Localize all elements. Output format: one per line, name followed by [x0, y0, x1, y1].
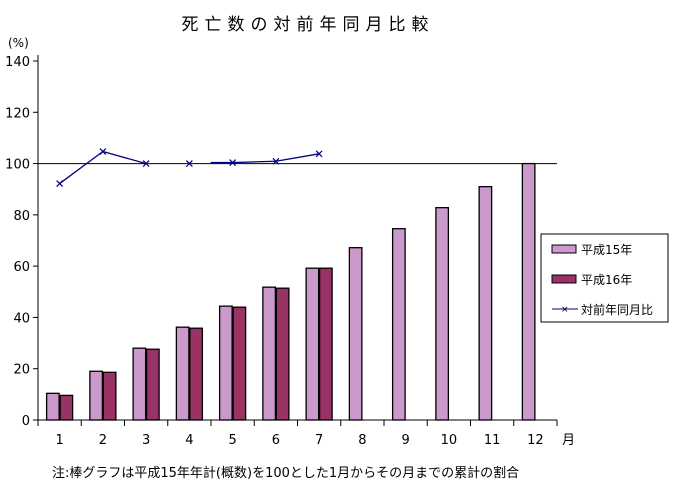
x-tick-label: 12: [527, 433, 544, 448]
bar-h15-5: [218, 305, 233, 421]
bar-h15-1: [45, 392, 60, 421]
x-tick-label: 7: [315, 433, 323, 448]
y-tick-label: 80: [13, 209, 30, 224]
bar-h15-9: [391, 228, 406, 421]
legend-label-h15: 平成15年: [581, 243, 632, 257]
x-tick-label: 5: [228, 433, 236, 448]
y-tick-label: 0: [22, 414, 30, 429]
bar-h16-3: [145, 348, 160, 421]
y-tick-label: 100: [5, 158, 30, 173]
bar-h15-12: [521, 162, 536, 421]
bar-h16-1: [59, 394, 74, 421]
bar-h15-11: [478, 185, 493, 421]
x-tick-label: 11: [484, 433, 501, 448]
bar-h16-4: [189, 327, 204, 421]
legend-swatch-h15: [551, 244, 577, 254]
y-tick-label: 60: [13, 260, 30, 275]
bar-h16-7: [318, 267, 333, 421]
y-tick-label: 140: [5, 55, 30, 70]
y-axis-label: (%): [8, 36, 29, 50]
x-tick-label: 10: [441, 433, 458, 448]
legend-marker-ratio: ×: [561, 305, 569, 315]
bar-h15-4: [175, 326, 190, 421]
ratio-marker-1: [56, 180, 64, 187]
x-tick-label: 2: [99, 433, 107, 448]
ratio-marker-7: [315, 150, 323, 158]
bar-h15-7: [305, 267, 320, 421]
legend-label-ratio: 対前年同月比: [581, 302, 653, 317]
legend: 平成15年 平成16年 × 対前年同月比: [540, 233, 669, 323]
y-tick-label: 20: [13, 363, 30, 378]
bar-h15-2: [89, 370, 104, 421]
y-tick-label: 40: [13, 311, 30, 326]
x-tick-label: 9: [401, 433, 409, 448]
x-tick-label: 6: [272, 433, 280, 448]
bar-h16-5: [232, 306, 247, 421]
x-axis-unit: 月: [562, 433, 575, 448]
ratio-line-segment: [59, 150, 104, 185]
x-tick-label: 1: [55, 433, 63, 448]
ratio-line-segment: [232, 160, 276, 164]
ratio-marker-5: [229, 159, 237, 166]
ratio-marker-4: [185, 160, 193, 167]
chart-title: 死亡数の対前年同月比較: [182, 15, 435, 35]
ratio-marker-3: [142, 160, 150, 167]
bar-h16-2: [102, 371, 117, 421]
ratio-line-segment: [102, 150, 147, 165]
y-tick-label: 120: [5, 106, 30, 121]
legend-swatch-h16: [551, 274, 577, 284]
footnote: 注:棒グラフは平成15年年計(概数)を100とした1月からその月までの累計の割合: [52, 465, 519, 481]
ratio-line-segment: [275, 153, 320, 162]
legend-label-h16: 平成16年: [581, 273, 632, 287]
x-tick-label: 4: [185, 433, 193, 448]
ratio-marker-2: [99, 148, 107, 155]
x-tick-label: 3: [142, 433, 150, 448]
bar-h15-8: [348, 247, 363, 421]
bar-h15-6: [262, 286, 277, 421]
bar-h15-10: [435, 207, 450, 421]
x-tick-label: 8: [358, 433, 366, 448]
ratio-marker-6: [272, 157, 280, 165]
bar-h15-3: [132, 347, 147, 421]
bar-h16-6: [275, 287, 290, 421]
